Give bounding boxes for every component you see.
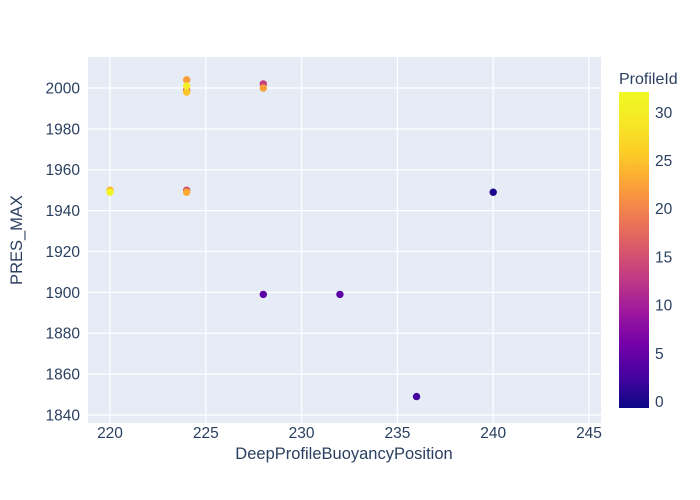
x-axis-ticks: 220 225 230 235 240 245: [97, 425, 602, 442]
data-point[interactable]: [489, 188, 497, 196]
colorbar-tick-label: 5: [655, 346, 664, 363]
data-point[interactable]: [106, 188, 114, 196]
data-point[interactable]: [412, 392, 421, 401]
data-point[interactable]: [182, 88, 191, 96]
data-point[interactable]: [336, 290, 344, 299]
colorbar-tick-label: 15: [655, 249, 672, 266]
y-tick-label: 1980: [46, 121, 81, 138]
data-points-layer: [106, 76, 497, 401]
data-point[interactable]: [182, 82, 191, 90]
colorbar-tick-label: 0: [655, 394, 664, 411]
y-tick-label: 1840: [46, 407, 81, 424]
x-tick-label: 235: [384, 425, 410, 442]
y-tick-label: 1900: [46, 285, 81, 302]
colorbar-tick-label: 30: [655, 105, 673, 122]
x-tick-label: 225: [193, 425, 219, 442]
y-tick-label: 1920: [46, 244, 81, 261]
colorbar-tick-label: 20: [655, 201, 673, 218]
x-tick-label: 220: [97, 425, 123, 442]
y-axis-title: PRES_MAX: [8, 195, 26, 285]
x-tick-label: 230: [289, 425, 315, 442]
data-point[interactable]: [182, 188, 191, 196]
x-tick-label: 245: [576, 425, 602, 442]
data-point[interactable]: [182, 76, 191, 84]
y-tick-label: 1880: [46, 326, 81, 343]
y-tick-label: 1960: [46, 162, 81, 179]
colorbar-title: ProfileId: [619, 71, 678, 88]
y-tick-label: 2000: [46, 81, 81, 98]
x-axis-title: DeepProfileBuoyancyPosition: [235, 445, 452, 463]
data-point[interactable]: [259, 84, 267, 92]
gridlines: [88, 57, 601, 423]
colorbar-tick-label: 25: [655, 153, 672, 170]
x-tick-label: 240: [480, 425, 506, 442]
colorbar-gradient: [619, 92, 649, 408]
colorbar: 0 5 10 15 20 25 30: [619, 92, 673, 411]
plot-area[interactable]: [88, 57, 601, 423]
y-tick-label: 1940: [46, 203, 81, 220]
data-point[interactable]: [259, 290, 267, 299]
colorbar-tick-label: 10: [655, 298, 673, 315]
y-tick-label: 1860: [46, 367, 81, 384]
y-axis-ticks: 1840 1860 1880 1900 1920 1940 1960 1980 2000: [46, 81, 81, 425]
